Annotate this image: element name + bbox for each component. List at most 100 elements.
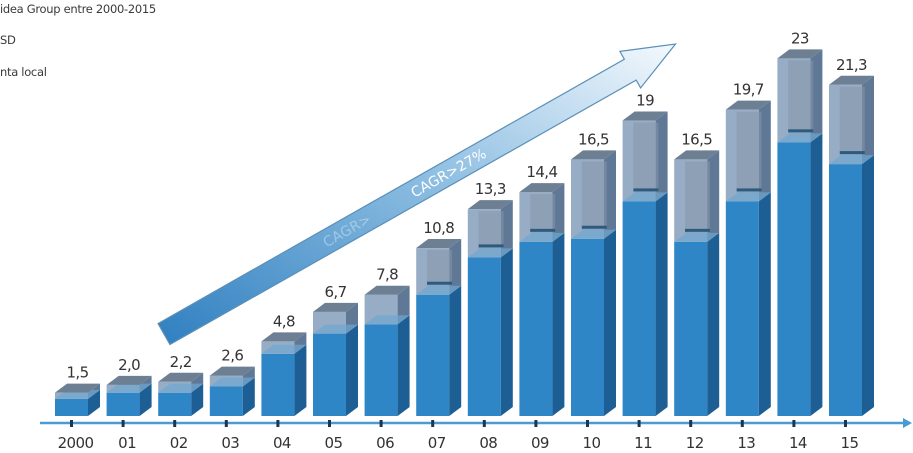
bar-solid-front <box>519 241 553 416</box>
axis-tick-mark <box>379 420 383 427</box>
bar-solid-side <box>707 232 720 416</box>
value-label: 2,0 <box>118 356 140 374</box>
value-label: 2,6 <box>221 347 243 365</box>
bar-glass-side <box>862 75 874 165</box>
bar-glass-inner <box>788 60 814 134</box>
bar-inner-ledge <box>788 129 814 133</box>
bar-top-cap <box>519 183 565 193</box>
axis-tick-mark <box>431 420 435 427</box>
bar-top-cap <box>106 375 152 385</box>
bar-solid-top <box>725 192 771 202</box>
bar-12 <box>674 150 720 427</box>
bar-solid-side <box>139 383 152 416</box>
value-label: 7,8 <box>376 266 398 284</box>
axis-tick-mark <box>586 420 589 427</box>
value-label: 16,5 <box>681 130 712 148</box>
bar-glass-side <box>655 111 668 202</box>
bar-04 <box>261 332 307 427</box>
bar-solid-side <box>397 315 410 416</box>
bar-inner-ledge <box>427 281 452 285</box>
value-label: 19 <box>636 92 654 110</box>
bar-solid-front <box>571 238 604 416</box>
bar-10 <box>571 150 616 427</box>
bar-05 <box>313 302 358 427</box>
x-tick-label: 13 <box>737 434 755 452</box>
bar-solid-side <box>862 155 874 416</box>
bar-11 <box>622 111 668 427</box>
axis-tick-mark <box>276 420 280 427</box>
bar-solid-top <box>209 377 255 387</box>
value-label: 1,5 <box>66 364 88 382</box>
bar-solid-front <box>313 333 346 416</box>
bar-glass-inner <box>633 122 659 193</box>
value-label: 16,5 <box>578 130 609 148</box>
bar-solid-side <box>655 192 668 416</box>
bar-glass-side <box>397 285 410 325</box>
bar-solid-side <box>552 232 565 416</box>
bar-solid-top <box>571 229 616 239</box>
bar-top-cap <box>158 372 204 382</box>
bar-glass-inner <box>685 161 710 233</box>
x-tick-label: 02 <box>170 434 188 452</box>
bar-inner-ledge <box>530 228 556 232</box>
bar-solid-top <box>158 383 204 393</box>
bar-solid-front <box>209 386 243 416</box>
bar-glass-inner <box>839 86 865 156</box>
bar-solid-side <box>500 248 513 416</box>
value-label: 14,4 <box>526 163 557 181</box>
x-tick-label: 04 <box>273 434 291 452</box>
bar-solid-side <box>758 192 771 416</box>
bar-solid-side <box>294 344 307 416</box>
bar-top-cap <box>777 49 823 59</box>
bar-top-cap <box>829 75 874 85</box>
bar-solid-top <box>261 344 307 354</box>
bar-glass-side <box>810 49 823 143</box>
bar-inner-ledge <box>685 228 710 232</box>
bar-solid-front <box>55 398 88 416</box>
bar-top-cap <box>571 150 616 160</box>
bar-top-cap <box>467 200 513 210</box>
bar-08 <box>467 200 513 427</box>
bar-top-cap <box>313 302 358 312</box>
bar-03 <box>209 366 255 427</box>
bar-top-cap <box>674 150 720 160</box>
axis-tick-mark <box>121 420 125 427</box>
bar-glass-side <box>500 200 513 258</box>
axis-tick-mark <box>534 420 538 427</box>
bar-glass-side <box>758 100 771 202</box>
bar-solid-side <box>346 324 358 416</box>
bar-top-cap <box>725 100 771 110</box>
axis-tick-mark <box>173 420 177 427</box>
bar-solid-top <box>416 285 462 295</box>
axis-tick-mark <box>740 420 744 427</box>
bar-inner-ledge <box>736 188 762 192</box>
bar-solid-top <box>467 248 513 258</box>
x-tick-label: 06 <box>376 434 394 452</box>
bar-solid-front <box>622 201 656 416</box>
axis-tick-mark <box>70 420 73 427</box>
bar-14 <box>777 49 823 427</box>
x-axis-arrowhead <box>903 418 912 428</box>
bar-07 <box>416 239 462 427</box>
bar-solid-top <box>777 133 823 143</box>
bar-2000 <box>55 383 100 427</box>
bar-solid-front <box>364 324 398 416</box>
axis-tick-mark <box>637 420 641 427</box>
bar-glass-inner <box>530 194 556 233</box>
bar-solid-top <box>519 232 565 242</box>
bar-solid-front <box>106 392 140 416</box>
bar-solid-front <box>416 294 450 416</box>
value-label: 2,2 <box>170 353 192 371</box>
value-label: 21,3 <box>836 56 867 74</box>
bar-inner-ledge <box>633 188 659 192</box>
bar-solid-top <box>364 315 410 325</box>
bar-15 <box>829 75 874 427</box>
x-tick-label: 11 <box>634 434 652 452</box>
bar-09 <box>519 183 565 427</box>
axis-tick-mark <box>328 420 331 427</box>
bar-glass-inner <box>581 161 607 230</box>
value-label: 6,7 <box>324 283 346 301</box>
x-tick-label: 12 <box>686 434 704 452</box>
bar-solid-side <box>191 383 204 416</box>
